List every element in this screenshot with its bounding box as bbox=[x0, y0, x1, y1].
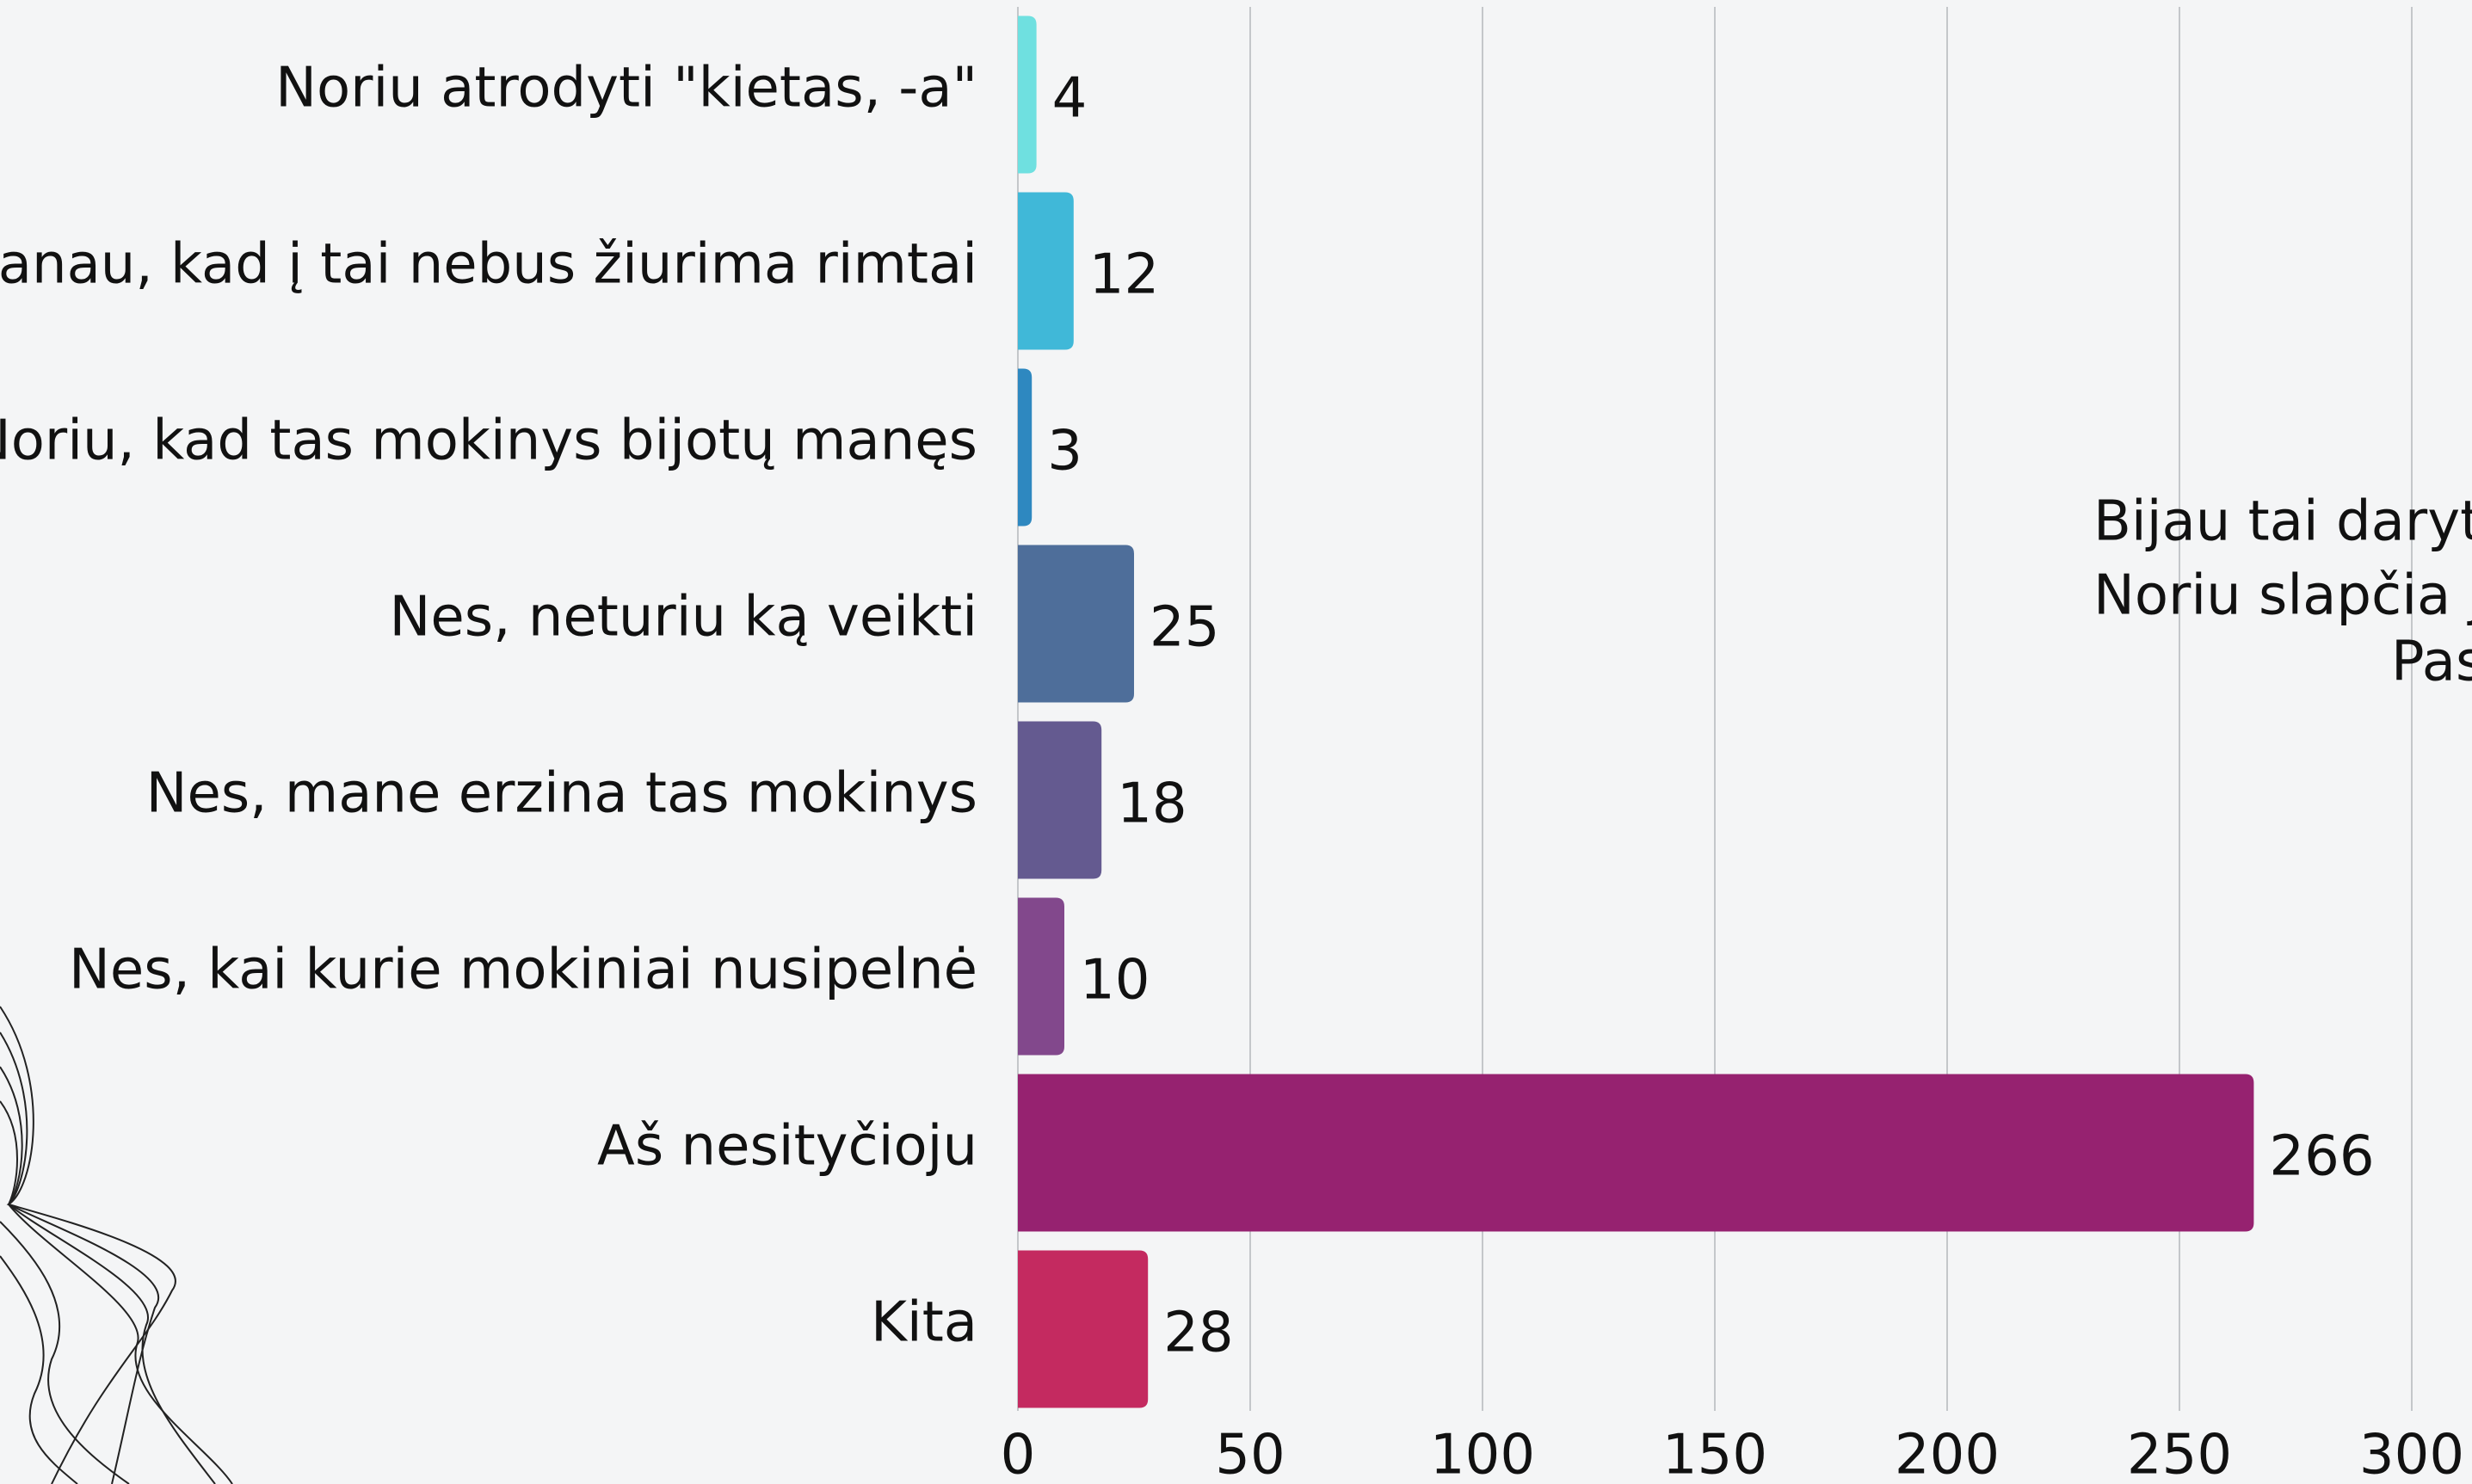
value-label: 266 bbox=[2269, 1125, 2374, 1189]
bar bbox=[1018, 545, 1134, 703]
y-tick-label: Manau, kad į tai nebus žiurima rimtai bbox=[0, 233, 977, 297]
bar bbox=[1018, 1250, 1149, 1408]
annotation: Noriu slapčia j bbox=[2093, 564, 2472, 628]
value-label: 4 bbox=[1052, 67, 1088, 131]
y-tick-label: Aš nesityčioju bbox=[597, 1115, 977, 1179]
x-tick-label: 100 bbox=[1430, 1424, 1535, 1484]
y-tick-label: Kita bbox=[871, 1291, 977, 1355]
bar bbox=[1018, 721, 1102, 879]
bar bbox=[1018, 1074, 2254, 1232]
x-tick-label: 150 bbox=[1662, 1424, 1767, 1484]
value-label: 18 bbox=[1117, 773, 1187, 836]
value-label: 3 bbox=[1047, 420, 1082, 483]
annotation: Bijau tai daryti bbox=[2093, 490, 2472, 554]
x-tick-label: 200 bbox=[1895, 1424, 2000, 1484]
value-label: 25 bbox=[1150, 596, 1219, 660]
value-label: 12 bbox=[1089, 243, 1159, 307]
x-tick-label: 0 bbox=[1001, 1424, 1036, 1484]
value-label: 28 bbox=[1163, 1302, 1233, 1365]
x-tick-label: 300 bbox=[2359, 1424, 2464, 1484]
decoration bbox=[0, 1006, 233, 1484]
x-tick-label: 50 bbox=[1215, 1424, 1285, 1484]
y-tick-label: Noriu, kad tas mokinys bijotų manęs bbox=[0, 409, 977, 473]
value-label: 10 bbox=[1080, 949, 1150, 1013]
y-tick-label: Noriu atrodyti "kietas, -a" bbox=[275, 57, 977, 120]
y-tick-label: Nes, mane erzina tas mokinys bbox=[146, 762, 977, 826]
bar bbox=[1018, 368, 1033, 526]
y-tick-label: Nes, kai kurie mokiniai nusipelnė bbox=[69, 939, 977, 1002]
bar bbox=[1018, 897, 1064, 1056]
y-tick-label: Nes, neturiu ką veikti bbox=[390, 586, 977, 650]
annotation: Pas bbox=[2391, 631, 2472, 694]
bar bbox=[1018, 15, 1037, 174]
x-tick-label: 250 bbox=[2127, 1424, 2232, 1484]
bar bbox=[1018, 192, 1074, 350]
